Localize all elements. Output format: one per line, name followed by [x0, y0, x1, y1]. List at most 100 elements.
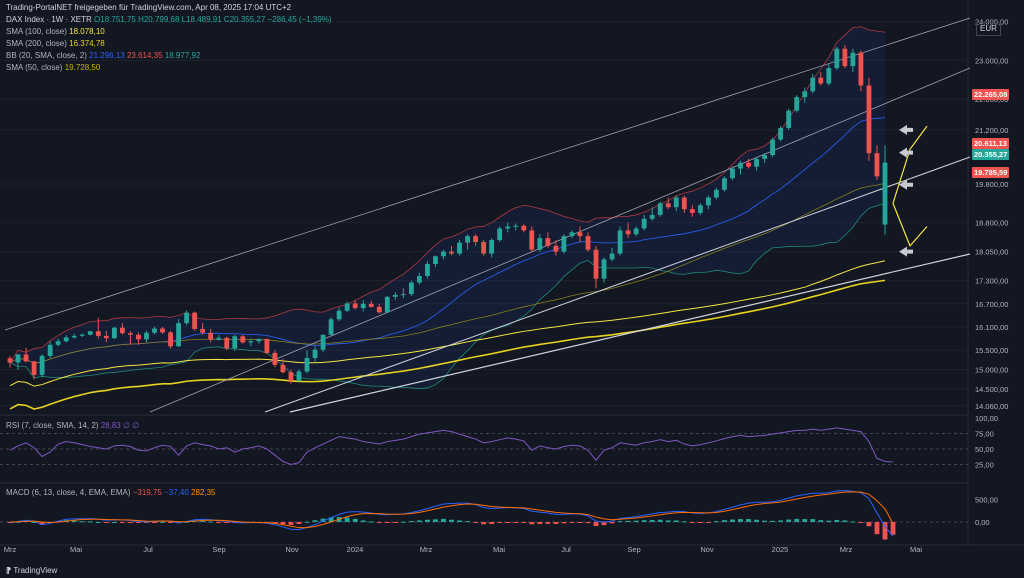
candle-body — [537, 238, 543, 250]
macd-histogram-bar — [794, 518, 800, 522]
candle-body — [192, 312, 198, 329]
candle-body — [722, 178, 727, 190]
candle-body — [23, 354, 29, 362]
candle-body — [826, 68, 832, 84]
candle-body — [593, 249, 599, 279]
macd-tick-label: 0,00 — [975, 518, 990, 527]
candle-body — [136, 334, 141, 340]
candle-body — [473, 236, 479, 242]
candle-body — [633, 228, 639, 235]
candle-body — [505, 226, 511, 229]
y-tick-label: 14.500,00 — [975, 385, 1008, 394]
candle-body — [673, 197, 679, 208]
legend-sma200-value: 16.374,78 — [69, 39, 105, 48]
currency-button[interactable]: EUR — [976, 22, 1001, 36]
macd-histogram-bar — [103, 522, 109, 523]
level-marker-arrow — [899, 246, 913, 257]
candle-body — [208, 332, 214, 340]
candle-body — [545, 238, 551, 246]
macd-histogram-bar — [79, 521, 85, 523]
rsi-tick-label: 50,00 — [975, 445, 994, 454]
macd-histogram-bar — [328, 517, 334, 522]
macd-histogram-bar — [633, 520, 639, 522]
candle-body — [39, 355, 45, 375]
macd-histogram-bar — [111, 522, 117, 523]
macd-histogram-bar — [778, 520, 784, 522]
macd-histogram-bar — [368, 521, 374, 523]
candle-body — [730, 168, 735, 179]
candle-body — [489, 240, 495, 254]
candle-body — [71, 335, 77, 338]
macd-histogram-bar — [818, 520, 824, 522]
candle-body — [160, 328, 165, 333]
legend-sma50-label: SMA (50, close) — [6, 63, 63, 72]
candle-body — [7, 358, 13, 363]
candle-body — [264, 338, 270, 353]
macd-histogram-bar — [810, 519, 816, 522]
macd-histogram-bar — [641, 520, 647, 522]
x-tick-label: Jul — [561, 545, 571, 554]
macd-histogram-bar — [408, 521, 414, 523]
macd-histogram-bar — [304, 521, 310, 523]
candle-body — [609, 253, 615, 260]
legend-sma200-row[interactable]: SMA (200, close) 16.374,78 — [6, 39, 105, 49]
candle-body — [408, 282, 414, 295]
price-label-sma50: 19.785,59 — [972, 167, 1010, 178]
macd-histogram-bar — [288, 522, 294, 525]
level-marker-arrow — [899, 179, 913, 190]
candle-body — [152, 328, 157, 333]
macd-histogram-bar — [31, 522, 37, 523]
candle-body — [368, 303, 374, 307]
candle-body — [272, 352, 278, 365]
candle-body — [617, 230, 623, 254]
candle-body — [47, 344, 53, 356]
macd-histogram-bar — [842, 520, 848, 522]
level-marker-arrow — [899, 124, 913, 135]
x-tick-label: Nov — [285, 545, 299, 554]
macd-histogram-bar — [312, 520, 318, 522]
x-tick-label: Jul — [143, 545, 153, 554]
candle-body — [344, 303, 350, 311]
legend-sma100-row[interactable]: SMA (100, close) 18.078,10 — [6, 27, 105, 37]
legend-sma50-row[interactable]: SMA (50, close) 19.728,50 — [6, 63, 100, 73]
y-tick-label: 18.800,00 — [975, 219, 1008, 228]
macd-histogram-bar — [457, 520, 462, 522]
macd-histogram-bar — [754, 519, 759, 522]
macd-legend[interactable]: MACD (6, 13, close, 4, EMA, EMA) −319,75… — [6, 488, 216, 498]
x-tick-label: Mrz — [420, 545, 433, 554]
candle-body — [778, 127, 784, 140]
macd-histogram-bar — [416, 520, 422, 522]
legend-symbol[interactable]: DAX Index · 1W · XETR — [6, 15, 92, 24]
macd-histogram-bar — [826, 520, 832, 522]
candle-body — [288, 372, 294, 381]
macd-histogram-bar — [802, 519, 808, 522]
macd-histogram-bar — [705, 522, 711, 523]
macd-histogram-bar — [850, 521, 856, 523]
candle-body — [738, 162, 743, 169]
candle-body — [513, 225, 519, 227]
channel-upper-line — [4, 17, 971, 331]
candle-body — [328, 319, 334, 335]
y-tick-label: 14.060,00 — [975, 402, 1008, 411]
macd-histogram-bar — [577, 522, 583, 523]
macd-histogram-bar — [882, 522, 888, 540]
macd-histogram-bar — [561, 522, 567, 524]
candle-body — [184, 312, 190, 324]
macd-histogram-bar — [681, 521, 687, 523]
candle-body — [714, 189, 719, 198]
price-label-open: 20.611,13 — [972, 138, 1009, 149]
candle-body — [657, 203, 663, 215]
macd-histogram-bar — [786, 519, 792, 522]
macd-histogram-bar — [770, 520, 776, 522]
rsi-legend[interactable]: RSI (7, close, SMA, 14, 2) 28,83 ∅ ∅ — [6, 421, 139, 431]
macd-histogram-bar — [208, 521, 214, 523]
candle-body — [882, 162, 888, 225]
y-tick-label: 15.000,00 — [975, 365, 1008, 374]
tradingview-brand[interactable]: ⁋ TradingView — [6, 566, 57, 575]
macd-histogram-bar — [87, 521, 93, 523]
legend-bb-row[interactable]: BB (20, SMA, close, 2) 21.296,13 23.614,… — [6, 51, 200, 61]
macd-histogram-bar — [433, 519, 438, 522]
macd-histogram-bar — [473, 522, 479, 523]
candle-body — [754, 158, 759, 167]
